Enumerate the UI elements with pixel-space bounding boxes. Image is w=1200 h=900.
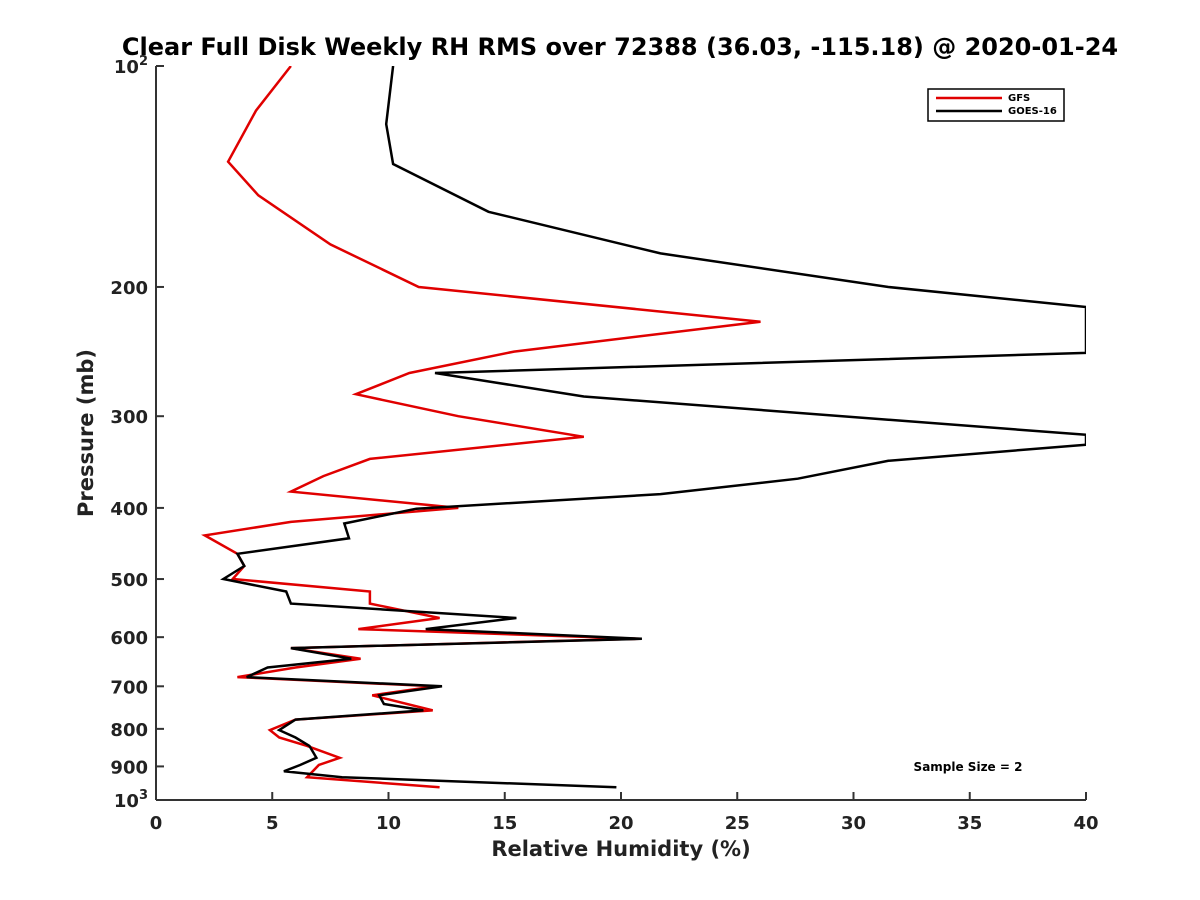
x-tick-label: 5 <box>266 813 279 834</box>
y-tick-label: 500 <box>110 570 148 591</box>
series-line-gfs <box>201 66 761 789</box>
x-tick-label: 30 <box>841 813 866 834</box>
legend-gfs-label: GFS <box>1008 93 1030 104</box>
x-tick-label: 10 <box>376 813 401 834</box>
x-tick-label: 25 <box>725 813 750 834</box>
x-tick-label: 0 <box>150 813 163 834</box>
y-tick-label: 600 <box>110 628 148 649</box>
x-axis-label: Relative Humidity (%) <box>491 837 750 861</box>
x-tick-label: 20 <box>608 813 633 834</box>
series-line-goes-16 <box>220 66 1086 789</box>
x-tick-label: 35 <box>957 813 982 834</box>
y-tick-label: 103 <box>114 788 148 812</box>
legend: GFS GOES-16 <box>927 88 1065 122</box>
y-axis-label: Pressure (mb) <box>74 349 98 517</box>
y-tick-label: 900 <box>110 757 148 778</box>
legend-box <box>927 88 1065 122</box>
y-tick-label: 300 <box>110 407 148 428</box>
y-tick-label: 400 <box>110 499 148 520</box>
sample-size-annotation: Sample Size = 2 <box>914 760 1023 774</box>
x-tick-label: 40 <box>1073 813 1098 834</box>
y-ticks: 102 200 300 400 500 600 700 800 900 103 <box>110 54 164 812</box>
y-tick-label: 102 <box>114 54 148 78</box>
y-tick-label: 700 <box>110 677 148 698</box>
y-tick-label: 800 <box>110 720 148 741</box>
x-ticks: 0 5 10 15 20 25 30 35 40 <box>150 792 1099 834</box>
y-tick-label: 200 <box>110 278 148 299</box>
chart-title: Clear Full Disk Weekly RH RMS over 72388… <box>122 33 1118 61</box>
x-tick-label: 15 <box>492 813 517 834</box>
legend-goes16-label: GOES-16 <box>1008 106 1057 117</box>
series-layer <box>201 66 1086 789</box>
